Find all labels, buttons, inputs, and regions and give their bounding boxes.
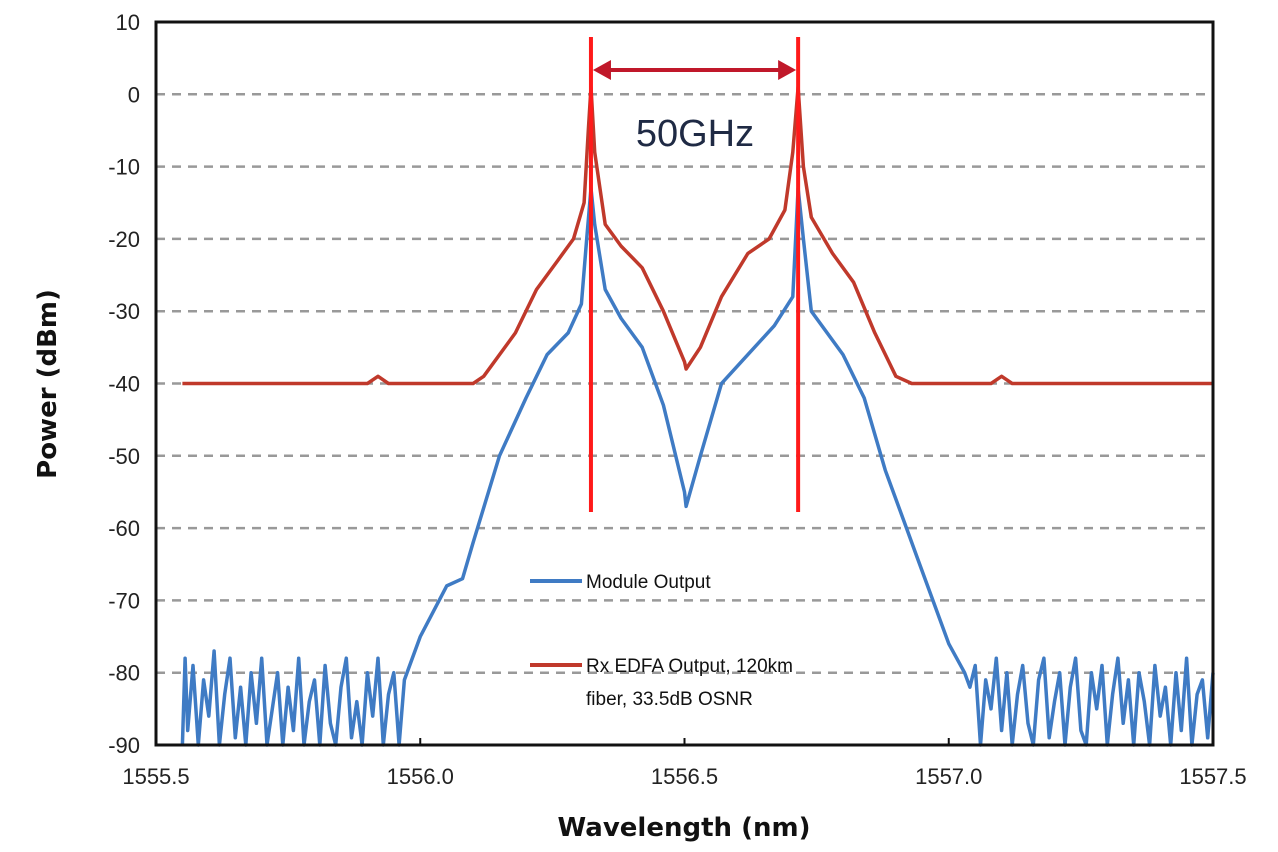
y-tick-label: -50 [108,444,140,469]
x-tick-label: 1557.0 [915,764,982,789]
channel-markers [588,37,801,512]
x-tick-label: 1556.5 [651,764,718,789]
y-tick-label: 0 [128,82,140,107]
x-tick-labels: 1555.5 1556.0 1556.5 1557.0 1557.5 [122,738,1247,789]
spacing-annotation: 50GHz [636,113,754,155]
y-tick-label: -30 [108,299,140,324]
legend-label-module-output: Module Output [586,572,711,593]
y-tick-label: -60 [108,516,140,541]
legend-label-rx-edfa-line2: fiber, 33.5dB OSNR [586,689,753,710]
y-tick-label: -90 [108,733,140,758]
x-tick-label: 1556.0 [387,764,454,789]
x-tick-label: 1557.5 [1179,764,1246,789]
y-tick-label: -40 [108,372,140,397]
series-rx-edfa-output [182,85,1213,386]
y-axis-label: Power (dBm) [33,289,63,479]
x-axis-label: Wavelength (nm) [558,813,811,843]
series-module-output [180,186,1215,747]
legend-label-rx-edfa-output: Rx EDFA Output, 120km fiber, 33.5dB OSNR [586,656,798,710]
legend: Module Output Rx EDFA Output, 120km fibe… [530,572,798,710]
y-tick-label: -80 [108,661,140,686]
y-tick-label: -10 [108,155,140,180]
spacing-arrow-head-left [592,60,611,80]
y-tick-labels: 10 0 -10 -20 -30 -40 -50 -60 -70 -80 -90 [108,10,140,758]
legend-label-rx-edfa-line1: Rx EDFA Output, 120km [586,656,793,677]
y-tick-label: -20 [108,227,140,252]
series-layer [180,85,1215,747]
spacing-arrow-head-right [778,60,797,80]
x-tick-label: 1555.5 [122,764,189,789]
y-tick-label: -70 [108,588,140,613]
y-tick-label: 10 [116,10,140,35]
